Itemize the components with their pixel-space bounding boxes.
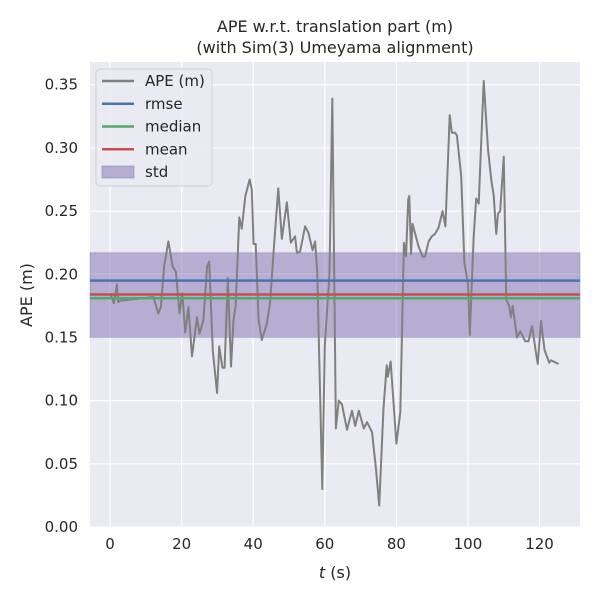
y-tick-label: 0.15: [45, 328, 78, 346]
x-tick-label: 100: [454, 535, 483, 553]
x-tick-label: 120: [525, 535, 554, 553]
x-tick-label: 80: [387, 535, 406, 553]
legend-swatch-std: [101, 165, 135, 179]
legend-label: median: [145, 118, 201, 136]
x-tick-label: 60: [315, 535, 334, 553]
y-tick-label: 0.35: [45, 76, 78, 94]
legend-label: rmse: [145, 95, 183, 113]
legend: APE (m) rmse median mean std: [95, 68, 213, 187]
plot-marks: [89, 79, 581, 507]
chart-title-line-2: (with Sim(3) Umeyama alignment): [196, 38, 473, 57]
legend-label: mean: [145, 140, 188, 158]
chart-title-line-1: APE w.r.t. translation part (m): [217, 17, 453, 36]
y-tick-label: 0.30: [45, 139, 78, 157]
y-tick-label: 0.05: [45, 455, 78, 473]
y-tick-label: 0.20: [45, 265, 78, 283]
ape-series-line: [109, 79, 559, 507]
y-tick-label: 0.10: [45, 392, 78, 410]
x-tick-label: 0: [105, 535, 115, 553]
tick-labels: 0 20 40 60 80 100 120 0.00 0.05 0.10 0.15 0.20 0.25 0…: [45, 76, 554, 553]
legend-label: APE (m): [145, 72, 205, 90]
x-axis-label: t (s): [319, 563, 351, 582]
y-tick-label: 0.00: [45, 518, 78, 536]
x-tick-label: 40: [244, 535, 263, 553]
y-axis-label: APE (m): [17, 263, 36, 327]
legend-box: [95, 68, 213, 187]
legend-label: std: [145, 163, 168, 181]
x-tick-label: 20: [172, 535, 191, 553]
y-tick-label: 0.25: [45, 202, 78, 220]
